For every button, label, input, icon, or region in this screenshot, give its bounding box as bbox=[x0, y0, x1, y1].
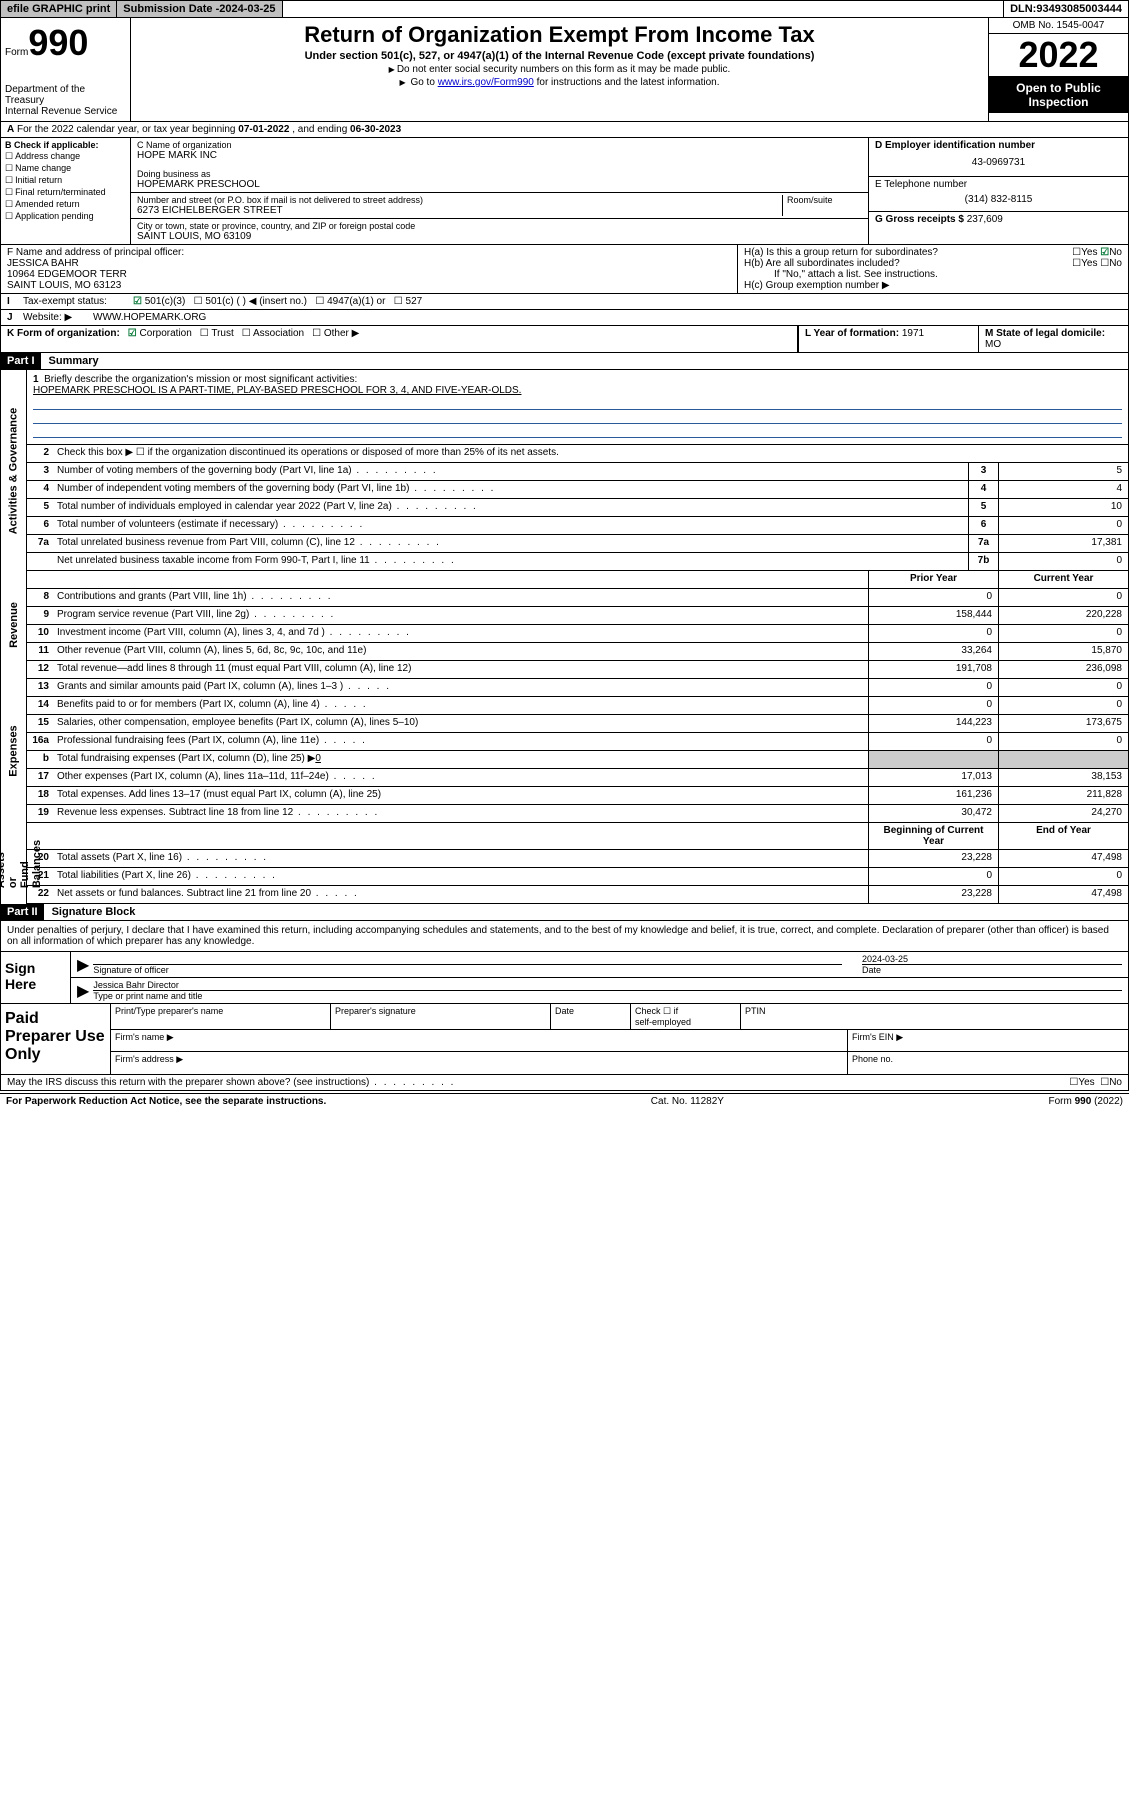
chk-application-pending[interactable]: Application pending bbox=[5, 211, 126, 222]
section-net-assets: Net Assets or Fund Balances Beginning of… bbox=[0, 823, 1129, 904]
omb-number: OMB No. 1545-0047 bbox=[989, 18, 1128, 34]
col-c-org-info: C Name of organization HOPE MARK INC Doi… bbox=[131, 138, 868, 244]
paid-preparer-block: Paid Preparer Use Only Print/Type prepar… bbox=[0, 1004, 1129, 1075]
row-j-website: J Website: ▶ WWW.HOPEMARK.ORG bbox=[0, 310, 1129, 326]
form-subtitle: Under section 501(c), 527, or 4947(a)(1)… bbox=[139, 50, 980, 62]
row-klm: K Form of organization: ☑ Corporation ☐ … bbox=[0, 326, 1129, 353]
row-i-tax-status: I Tax-exempt status: ☑ 501(c)(3) ☐ 501(c… bbox=[0, 294, 1129, 310]
form-title: Return of Organization Exempt From Incom… bbox=[139, 22, 980, 48]
chk-address-change[interactable]: Address change bbox=[5, 151, 126, 162]
mission-text: HOPEMARK PRESCHOOL IS A PART-TIME, PLAY-… bbox=[33, 385, 521, 396]
section-revenue: Revenue Prior YearCurrent Year 8Contribu… bbox=[0, 571, 1129, 679]
irs-discuss-row: May the IRS discuss this return with the… bbox=[0, 1075, 1129, 1091]
efile-print-button[interactable]: efile GRAPHIC print bbox=[1, 1, 117, 17]
part1-header: Part I Summary bbox=[0, 353, 1129, 370]
dln: DLN: 93493085003444 bbox=[1004, 1, 1128, 17]
sign-date: 2024-03-25 bbox=[862, 954, 1122, 964]
block-bcd: B Check if applicable: Address change Na… bbox=[0, 138, 1129, 245]
col-d-right: D Employer identification number 43-0969… bbox=[868, 138, 1128, 244]
sign-here-block: Sign Here Signature of officer 2024-03-2… bbox=[0, 952, 1129, 1004]
form-header: Form990 Department of the Treasury Inter… bbox=[0, 18, 1129, 122]
tax-year: 2022 bbox=[989, 34, 1128, 77]
ein: 43-0969731 bbox=[875, 151, 1122, 174]
chk-final-return[interactable]: Final return/terminated bbox=[5, 187, 126, 198]
row-a-tax-year: A For the 2022 calendar year, or tax yea… bbox=[0, 122, 1129, 138]
irs-link[interactable]: www.irs.gov/Form990 bbox=[438, 77, 534, 88]
dba: HOPEMARK PRESCHOOL bbox=[137, 179, 862, 190]
page-footer: For Paperwork Reduction Act Notice, see … bbox=[0, 1093, 1129, 1109]
form-number: Form990 bbox=[5, 22, 126, 64]
top-bar: efile GRAPHIC print Submission Date - 20… bbox=[0, 0, 1129, 18]
section-activities-governance: Activities & Governance 1 Briefly descri… bbox=[0, 370, 1129, 571]
gross-receipts: 237,609 bbox=[967, 214, 1003, 225]
org-name: HOPE MARK INC bbox=[137, 150, 862, 161]
officer-name: JESSICA BAHR bbox=[7, 258, 731, 269]
section-expenses: Expenses 13Grants and similar amounts pa… bbox=[0, 679, 1129, 823]
website[interactable]: WWW.HOPEMARK.ORG bbox=[93, 312, 206, 323]
city-state-zip: SAINT LOUIS, MO 63109 bbox=[137, 231, 862, 242]
officer-sig-name: Jessica Bahr Director bbox=[93, 980, 1122, 990]
col-b-checkboxes: B Check if applicable: Address change Na… bbox=[1, 138, 131, 244]
goto-note: Go to www.irs.gov/Form990 for instructio… bbox=[139, 77, 980, 88]
ssn-note: Do not enter social security numbers on … bbox=[139, 64, 980, 75]
open-inspection: Open to Public Inspection bbox=[989, 77, 1128, 113]
dept-label: Department of the Treasury Internal Reve… bbox=[5, 84, 126, 117]
declaration: Under penalties of perjury, I declare th… bbox=[0, 921, 1129, 952]
chk-name-change[interactable]: Name change bbox=[5, 163, 126, 174]
street: 6273 EICHELBERGER STREET bbox=[137, 205, 782, 216]
chk-amended-return[interactable]: Amended return bbox=[5, 199, 126, 210]
chk-initial-return[interactable]: Initial return bbox=[5, 175, 126, 186]
submission-date-label: Submission Date - 2024-03-25 bbox=[117, 1, 282, 17]
part2-header: Part II Signature Block bbox=[0, 904, 1129, 921]
phone: (314) 832-8115 bbox=[875, 190, 1122, 209]
spacer bbox=[283, 1, 1005, 17]
block-fh: F Name and address of principal officer:… bbox=[0, 245, 1129, 294]
